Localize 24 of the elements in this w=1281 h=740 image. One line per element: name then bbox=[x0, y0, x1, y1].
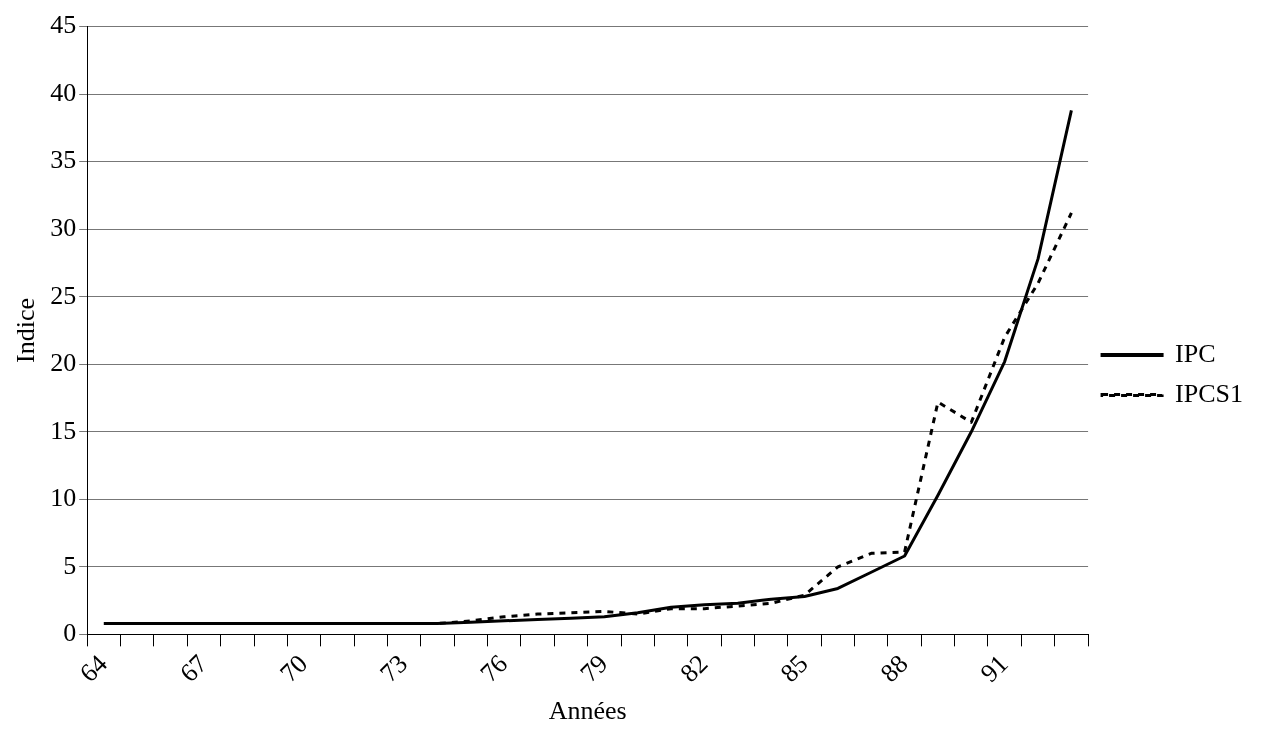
y-tick-label: 25 bbox=[50, 280, 77, 310]
x-axis-title: Années bbox=[548, 696, 627, 726]
y-tick-label: 0 bbox=[63, 618, 77, 648]
x-tick-label: 88 bbox=[874, 648, 914, 688]
y-tick-label: 5 bbox=[63, 550, 77, 580]
y-axis-title: Indice bbox=[11, 297, 41, 363]
x-tick-label: 79 bbox=[574, 648, 614, 688]
legend-label: IPC bbox=[1175, 338, 1216, 368]
x-tick-label: 64 bbox=[74, 648, 113, 688]
x-tick-label: 73 bbox=[374, 648, 414, 688]
legend-label: IPCS1 bbox=[1175, 378, 1243, 408]
y-tick-label: 15 bbox=[50, 415, 77, 445]
x-tick-label: 85 bbox=[774, 648, 814, 688]
y-tick-label: 10 bbox=[50, 483, 77, 513]
x-tick-label: 70 bbox=[274, 648, 314, 688]
x-tick-label: 67 bbox=[174, 648, 214, 688]
x-tick-label: 76 bbox=[474, 648, 514, 688]
x-tick-label: 91 bbox=[974, 648, 1014, 688]
x-tick-label: 82 bbox=[674, 648, 714, 688]
y-tick-label: 35 bbox=[50, 145, 77, 175]
y-tick-label: 45 bbox=[50, 10, 77, 40]
y-tick-label: 40 bbox=[50, 77, 77, 107]
y-tick-label: 30 bbox=[50, 213, 77, 243]
y-tick-label: 20 bbox=[50, 348, 77, 378]
